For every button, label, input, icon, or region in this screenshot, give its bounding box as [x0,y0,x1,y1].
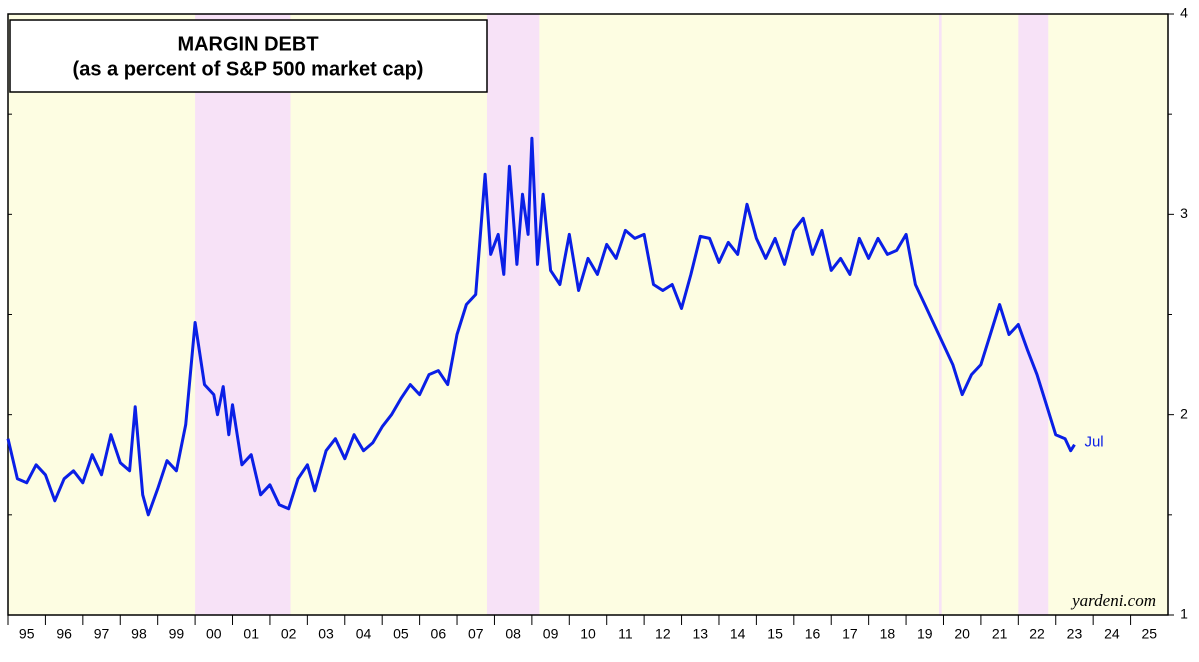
annotation: Jul [1084,434,1103,451]
x-tick-label: 12 [655,626,671,642]
x-tick-label: 06 [431,626,447,642]
x-tick-label: 09 [543,626,559,642]
x-tick-label: 14 [730,626,746,642]
series: Jul [6,136,1104,517]
title-box [9,19,488,93]
chart-subtitle: (as a percent of S&P 500 market cap) [73,58,424,80]
x-tick-label: 08 [505,626,521,642]
shaded-period [938,14,942,615]
plot-background [8,14,1168,615]
x-tick-label: 18 [880,626,896,642]
x-tick-label: 98 [131,626,147,642]
x-tick-label: 01 [243,626,259,642]
y-tick-label: 2 [1180,405,1188,421]
x-tick-label: 13 [692,626,708,642]
y-tick-label: 3 [1180,205,1188,221]
x-tick-label: 19 [917,626,933,642]
x-tick-label: 16 [805,626,821,642]
x-tick-label: 11 [618,626,633,642]
x-tick-label: 21 [992,626,1008,642]
y-tick-label: 1 [1180,606,1188,622]
x-tick-label: 96 [56,626,72,642]
x-tick-label: 23 [1067,626,1083,642]
x-tick-label: 22 [1029,626,1045,642]
x-tick-label: 97 [94,626,110,642]
x-tick-label: 02 [281,626,297,642]
plot-area [8,14,1168,615]
source: yardeni.com [1070,591,1156,610]
x-tick-label: 95 [19,626,35,642]
shaded-period [486,14,540,615]
x-tick-label: 25 [1142,626,1158,642]
line-series [6,136,1076,517]
x-tick-label: 03 [318,626,334,642]
x-tick-label: 99 [169,626,185,642]
y-tick-label: 4 [1180,5,1188,21]
x-tick-label: 15 [767,626,783,642]
x-tick-label: 04 [356,626,372,642]
x-tick-label: 24 [1104,626,1120,642]
shaded-period [1018,14,1049,615]
x-tick-label: 10 [580,626,596,642]
shaded-period [195,14,291,615]
chart-title: MARGIN DEBT [177,33,318,55]
x-tick-label: 07 [468,626,484,642]
x-tick-label: 20 [954,626,970,642]
x-tick-label: 00 [206,626,222,642]
x-tick-label: 17 [842,626,858,642]
x-tick-label: 05 [393,626,409,642]
